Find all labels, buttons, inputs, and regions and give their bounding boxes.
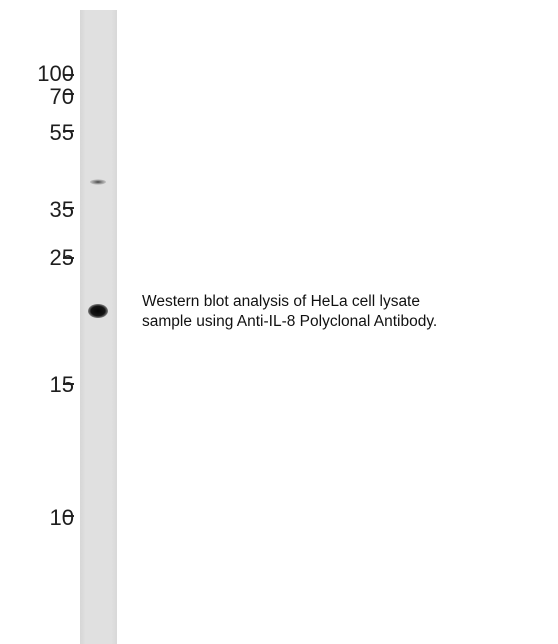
faint-band <box>90 179 106 185</box>
marker-label-100: 100 <box>37 61 74 86</box>
marker-label-35: 35 <box>49 197 74 222</box>
marker-label-15: 15 <box>49 372 74 397</box>
marker-ticks <box>63 74 74 517</box>
marker-label-25: 25 <box>49 245 74 270</box>
caption-line-2: sample using Anti-IL-8 Polyclonal Antibo… <box>142 313 438 330</box>
gel-lane <box>80 10 117 644</box>
marker-label-55: 55 <box>49 120 74 145</box>
marker-label-70: 70 <box>49 84 74 109</box>
main-band <box>88 304 108 318</box>
marker-label-10: 10 <box>49 505 74 530</box>
figure-caption: Western blot analysis of HeLa cell lysat… <box>142 292 552 332</box>
caption-line-1: Western blot analysis of HeLa cell lysat… <box>142 293 420 310</box>
